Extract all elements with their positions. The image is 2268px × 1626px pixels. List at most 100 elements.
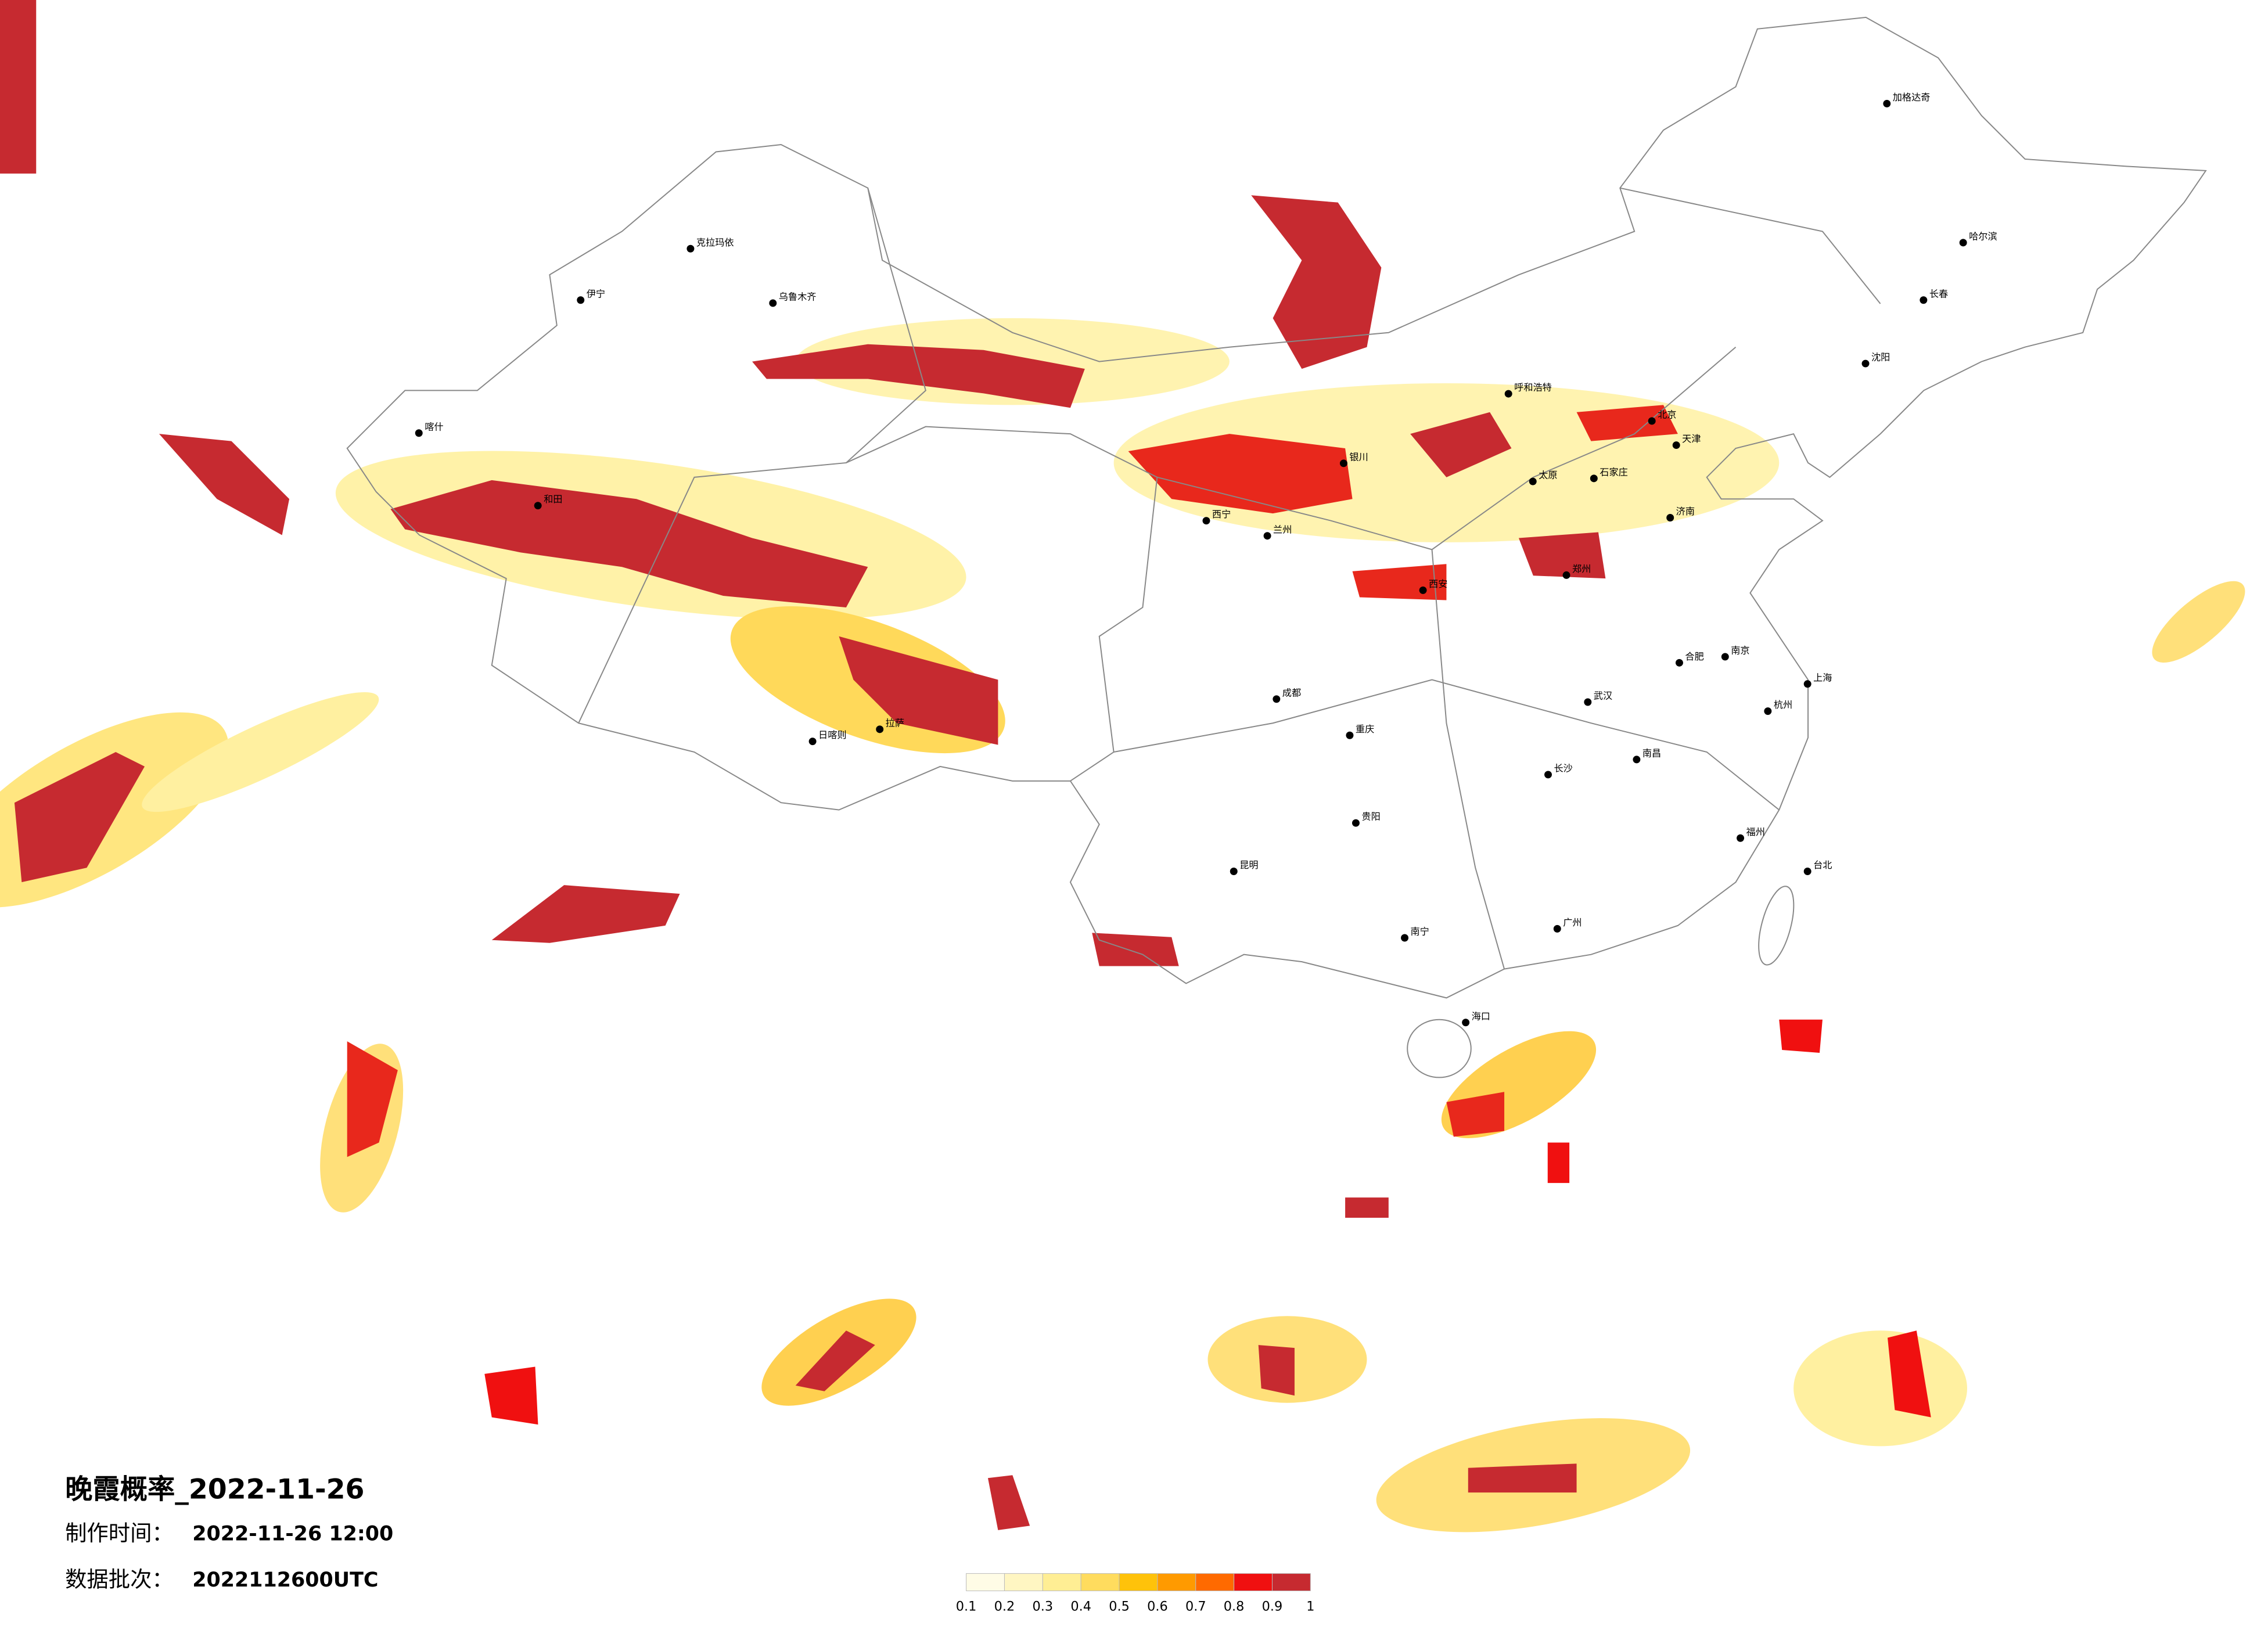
city-dot (1562, 571, 1570, 579)
city-dot (1273, 695, 1281, 703)
probability-patch (1345, 1197, 1389, 1218)
city-dot (1544, 771, 1552, 779)
city-label: 沈阳 (1871, 352, 1890, 363)
city-dot (1230, 868, 1238, 875)
city-dot (1584, 698, 1592, 706)
probability-patch (795, 1330, 875, 1391)
city-dot (1419, 586, 1427, 594)
probability-patch (839, 636, 998, 745)
probability-patch (1468, 1463, 1577, 1493)
probability-patch (1128, 434, 1353, 514)
legend-swatch (1195, 1573, 1235, 1591)
probability-patch (491, 885, 680, 943)
city-label: 台北 (1813, 859, 1832, 870)
city-label: 伊宁 (587, 288, 605, 299)
city-label: 长春 (1929, 288, 1948, 299)
probability-patch (1258, 1345, 1295, 1396)
probability-patch (987, 1475, 1030, 1530)
city-dot (686, 244, 695, 253)
city-label: 上海 (1813, 672, 1832, 683)
city-label: 合肥 (1685, 651, 1703, 662)
city-label: 成都 (1282, 687, 1301, 698)
batch: 2022112600UTC (192, 1569, 378, 1592)
probability-field (0, 0, 2245, 1533)
probability-patch (1547, 1142, 1570, 1183)
legend-swatch (1271, 1573, 1311, 1591)
city-label: 福州 (1746, 826, 1765, 837)
legend-tick-label: 0.5 (1109, 1599, 1130, 1614)
city-label: 杭州 (1774, 699, 1792, 710)
map-title: 晚霞概率_2022-11-26 (65, 1474, 364, 1506)
city-label: 哈尔滨 (1969, 231, 1997, 242)
city-label: 拉萨 (886, 717, 904, 728)
city-label: 重庆 (1356, 724, 1374, 735)
probability-patch (159, 434, 290, 535)
probability-patch (484, 1366, 538, 1425)
city-dot (1666, 514, 1674, 521)
city-label: 南京 (1731, 645, 1749, 656)
probability-patch (142, 692, 379, 812)
legend-tick-label: 0.9 (1262, 1599, 1283, 1614)
city-dot (1339, 459, 1347, 467)
batch-label: 数据批次： (65, 1567, 174, 1592)
city-label: 武汉 (1594, 690, 1612, 702)
city-label: 海口 (1472, 1010, 1490, 1021)
probability-patch (1793, 1330, 1967, 1447)
probability-patch (752, 344, 1085, 408)
legend-swatch (1157, 1573, 1196, 1591)
city-dot (1553, 924, 1561, 933)
legend-tick-label: 0.7 (1185, 1599, 1206, 1614)
city-label: 郑州 (1572, 563, 1591, 574)
city-label: 南宁 (1410, 926, 1429, 937)
city-dot (1352, 819, 1360, 827)
city-label: 乌鲁木齐 (779, 291, 817, 302)
city-label: 西安 (1429, 578, 1447, 589)
city-label: 日喀则 (818, 729, 847, 740)
city-dot (808, 738, 817, 746)
city-dot (1590, 474, 1598, 483)
city-label: 太原 (1539, 470, 1557, 481)
probability-patch (347, 1041, 398, 1157)
city-label: 喀什 (425, 421, 443, 432)
probability-patch (1518, 532, 1606, 579)
legend-swatch (1080, 1573, 1120, 1591)
probability-patch (1410, 412, 1512, 477)
city-dot (1462, 1019, 1470, 1027)
city-dot (577, 296, 585, 304)
city-label: 广州 (1563, 917, 1582, 928)
city-label: 兰州 (1273, 524, 1292, 535)
city-label: 克拉玛依 (696, 237, 734, 248)
city-dot (1737, 834, 1745, 842)
city-dot (1721, 653, 1729, 661)
probability-patch (2152, 581, 2245, 663)
city-dot (1672, 441, 1680, 449)
probability-patch (1888, 1330, 1931, 1418)
city-dot (876, 725, 884, 733)
probability-patch (1092, 933, 1179, 966)
city-dot (1803, 680, 1811, 688)
city-dot (1202, 517, 1210, 525)
city-label: 和田 (544, 494, 562, 505)
probability-patch (14, 752, 145, 883)
production-time-label: 制作时间： (65, 1520, 174, 1546)
city-dot (1263, 532, 1271, 540)
city-dot (769, 299, 777, 307)
city-dot (415, 429, 423, 437)
legend-tick-label: 0.1 (956, 1599, 977, 1614)
borders (346, 16, 2207, 1078)
legend-tick-label: 0.2 (994, 1599, 1015, 1614)
legend-tick-label: 0.8 (1224, 1599, 1245, 1614)
legend-swatch (1004, 1573, 1043, 1591)
city-label: 天津 (1682, 433, 1701, 444)
city-dot (1920, 296, 1928, 304)
probability-patch (0, 0, 37, 174)
city-dot (1401, 934, 1409, 942)
legend-swatch (1042, 1573, 1081, 1591)
legend-swatch (1119, 1573, 1158, 1591)
city-dot (1861, 359, 1870, 368)
city-dot (1633, 756, 1641, 764)
production-time: 2022-11-26 12:00 (192, 1522, 393, 1545)
